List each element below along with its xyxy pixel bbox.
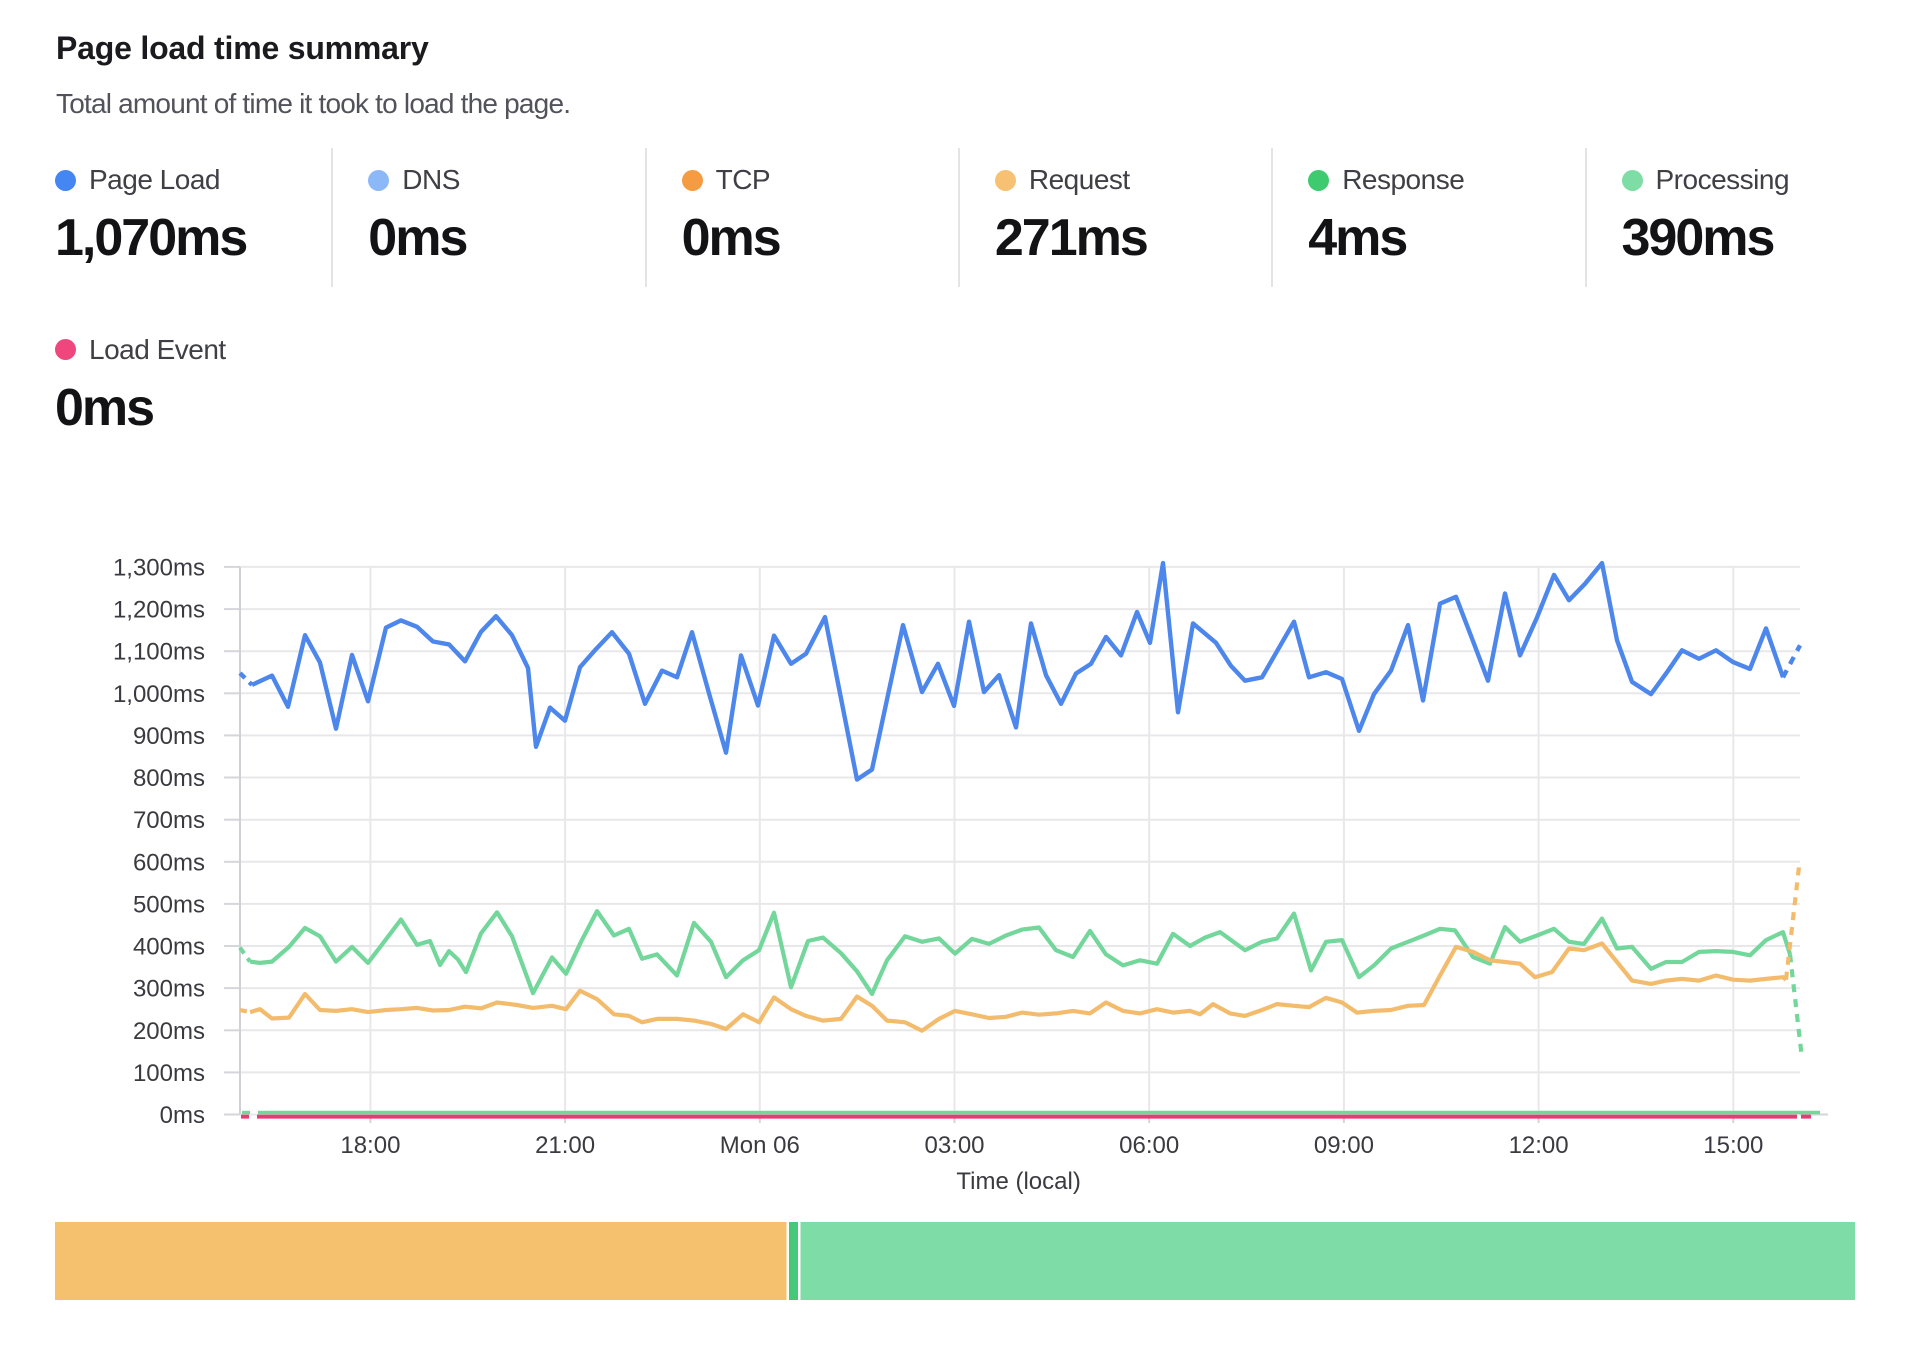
svg-text:700ms: 700ms (133, 807, 205, 834)
svg-text:100ms: 100ms (133, 1060, 205, 1087)
svg-text:Mon 06: Mon 06 (720, 1132, 800, 1159)
svg-text:0ms: 0ms (160, 1102, 205, 1129)
svg-text:1,300ms: 1,300ms (113, 554, 205, 581)
svg-text:600ms: 600ms (133, 849, 205, 876)
svg-text:12:00: 12:00 (1509, 1132, 1569, 1159)
svg-text:200ms: 200ms (133, 1018, 205, 1045)
svg-text:18:00: 18:00 (340, 1132, 400, 1159)
svg-text:06:00: 06:00 (1119, 1132, 1179, 1159)
svg-text:900ms: 900ms (133, 723, 205, 750)
svg-text:1,000ms: 1,000ms (113, 681, 205, 708)
svg-text:15:00: 15:00 (1703, 1132, 1763, 1159)
svg-text:400ms: 400ms (133, 934, 205, 961)
svg-text:500ms: 500ms (133, 891, 205, 918)
svg-text:1,100ms: 1,100ms (113, 639, 205, 666)
svg-text:Time (local): Time (local) (956, 1168, 1080, 1195)
svg-text:300ms: 300ms (133, 976, 205, 1003)
svg-text:03:00: 03:00 (924, 1132, 984, 1159)
svg-text:21:00: 21:00 (535, 1132, 595, 1159)
svg-text:800ms: 800ms (133, 765, 205, 792)
svg-text:09:00: 09:00 (1314, 1132, 1374, 1159)
svg-text:1,200ms: 1,200ms (113, 597, 205, 624)
